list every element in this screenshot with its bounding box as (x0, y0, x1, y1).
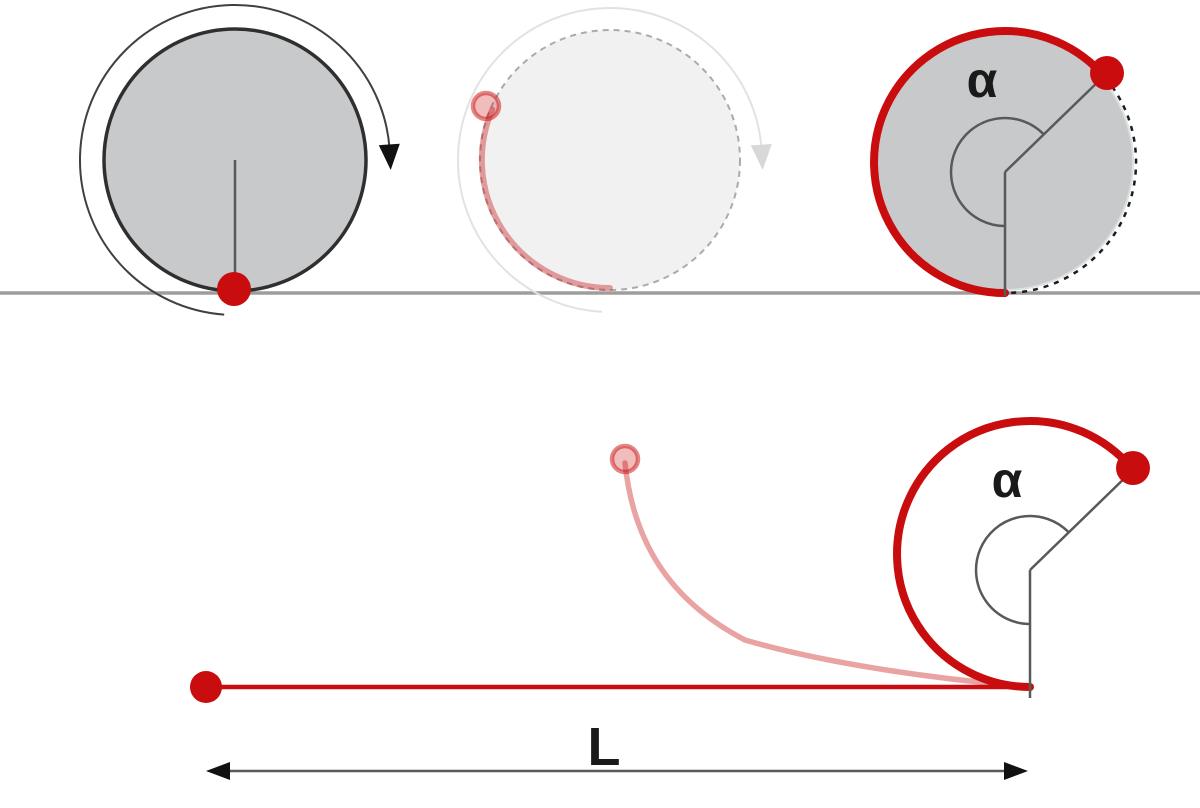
length-label: L (588, 717, 621, 777)
string-end-dot (190, 671, 222, 703)
wrapped-arc-red (893, 417, 1136, 691)
center-to-point-line (1004, 74, 1106, 173)
string-end-ghost-dot (609, 443, 641, 475)
unrolled-string-figure: α L (190, 417, 1150, 780)
ghost-rotation-arrowhead-icon (750, 144, 772, 170)
rotation-arrow-arc (79, 4, 391, 316)
stage-angle-wheel: α (870, 27, 1138, 297)
ghost-wheel-circle (479, 29, 741, 291)
angle-alpha-arc (974, 514, 1070, 626)
marked-point-ghost-dot (470, 90, 502, 122)
rolled-arc-red (870, 27, 1110, 297)
unwind-path-faded-curve (622, 460, 1029, 690)
angle-alpha-label: α (967, 52, 998, 108)
angle-alpha-label: α (992, 452, 1023, 508)
marked-point-dot (1090, 56, 1124, 90)
marked-point-dot (1116, 451, 1150, 485)
marked-point-dot (217, 272, 251, 306)
angle-alpha-arc (949, 116, 1045, 228)
rotation-arrowhead-icon (378, 143, 400, 170)
dimension-arrowhead-left-icon (206, 762, 230, 780)
dimension-arrowhead-right-icon (1004, 762, 1028, 780)
remaining-arc-dashed (1004, 76, 1138, 295)
traced-path-faded-arc (478, 106, 613, 292)
center-to-point-line (1029, 469, 1134, 571)
stage-ghost-wheel (457, 7, 772, 313)
stage-start-wheel (79, 4, 400, 316)
ghost-rotation-arrow-arc (457, 7, 763, 313)
